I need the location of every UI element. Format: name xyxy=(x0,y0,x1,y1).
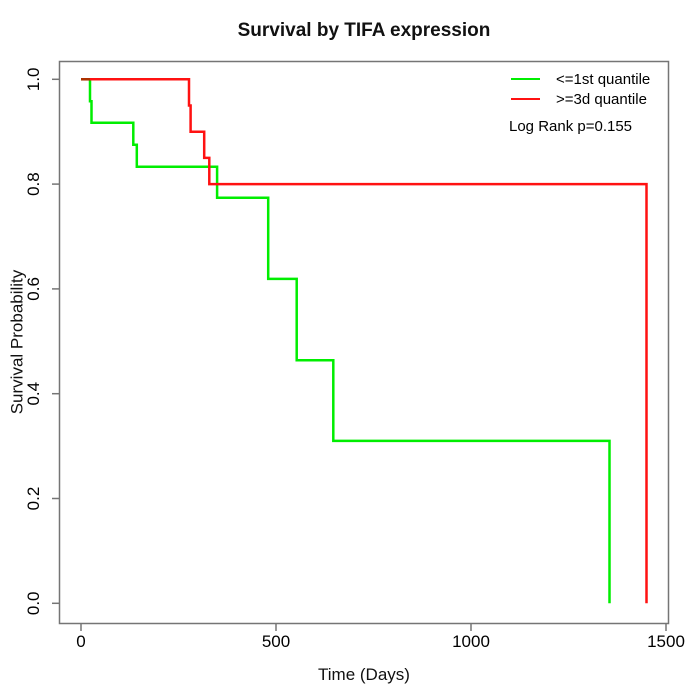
legend-item-high-quantile: >=3d quantile xyxy=(511,89,650,109)
y-tick-label: 0.0 xyxy=(24,591,43,615)
legend: <=1st quantile >=3d quantile Log Rank p=… xyxy=(509,69,650,135)
legend-label-low-quantile: <=1st quantile xyxy=(556,70,651,88)
y-tick-label: 0.8 xyxy=(24,172,43,196)
survival-curve-high-quantile xyxy=(81,78,648,604)
legend-item-low-quantile: <=1st quantile xyxy=(511,69,650,89)
chart-title: Survival by TIFA expression xyxy=(237,20,491,41)
legend-label-high-quantile: >=3d quantile xyxy=(556,90,647,108)
x-axis-label: Time (Days) xyxy=(318,665,410,684)
x-tick-label: 0 xyxy=(76,632,85,651)
green-line-swatch-icon xyxy=(511,78,540,80)
x-tick-label: 1000 xyxy=(452,632,490,651)
survival-curve-low-quantile xyxy=(81,78,611,604)
y-tick-label: 1.0 xyxy=(24,67,43,91)
x-tick-label: 500 xyxy=(262,632,290,651)
red-line-swatch-icon xyxy=(511,98,540,100)
y-tick-label: 0.4 xyxy=(24,382,43,406)
x-tick-label: 1500 xyxy=(647,632,685,651)
log-rank-pvalue: Log Rank p=0.155 xyxy=(509,118,633,135)
y-tick-label: 0.6 xyxy=(24,277,43,301)
y-tick-label: 0.2 xyxy=(24,487,43,511)
plot-box xyxy=(58,60,670,625)
